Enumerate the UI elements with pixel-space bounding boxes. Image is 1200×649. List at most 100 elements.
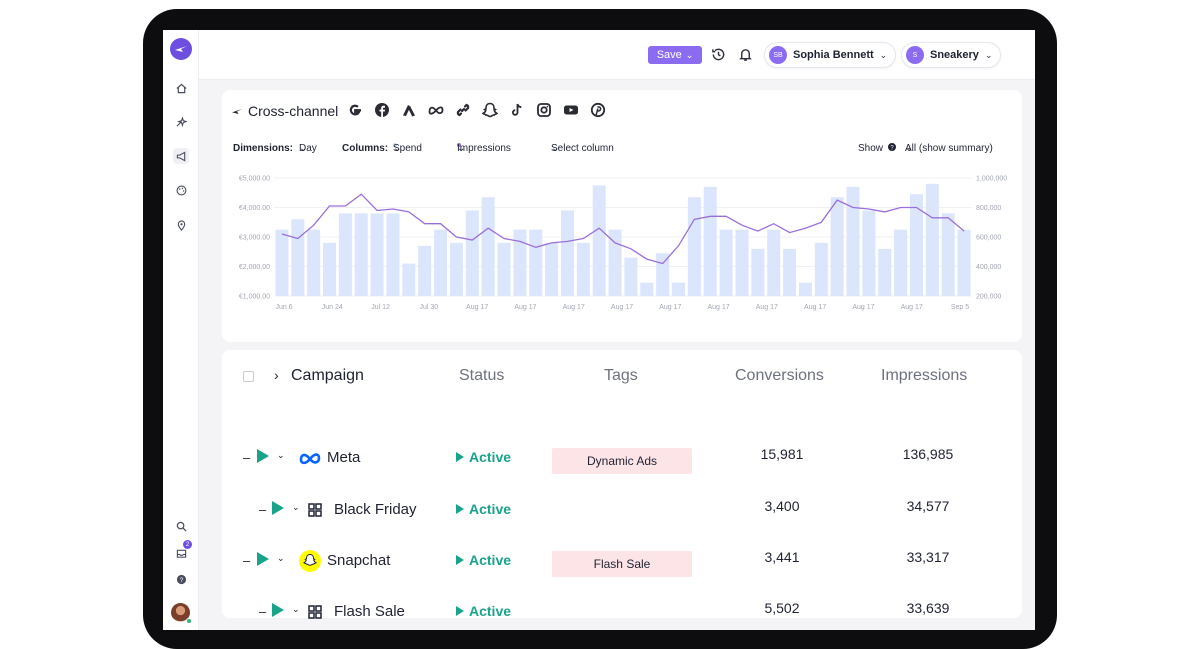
chevron-down-icon[interactable]: ⌄ — [292, 604, 300, 614]
chevron-down-icon: ⌄ — [551, 143, 560, 154]
table-row[interactable]: – ⌄ Black Friday Active 3,400 34,577 — [222, 496, 1022, 526]
spend-bar — [925, 183, 939, 296]
impressions-line — [281, 193, 965, 265]
pinterest-icon[interactable] — [589, 101, 607, 119]
adwords-icon[interactable] — [400, 101, 418, 119]
x-tick-label: Aug 17 — [901, 304, 923, 311]
y-right-tick-label: 800,000 — [976, 205, 1001, 212]
location-pin-icon[interactable] — [173, 217, 189, 233]
spend-bar — [767, 229, 781, 296]
google-icon[interactable] — [346, 101, 364, 119]
chevron-down-icon: ⌄ — [457, 143, 466, 154]
info-icon: ? — [888, 143, 896, 154]
spend-bar — [735, 229, 749, 296]
collapse-icon[interactable]: – — [259, 604, 267, 619]
spend-bar — [830, 197, 844, 296]
megaphone-icon[interactable] — [173, 148, 189, 164]
y-right-tick-label: 400,000 — [976, 264, 1001, 271]
active-play-icon — [456, 606, 464, 616]
table-row[interactable]: – ⌄ Meta Active Dynamic Ads 15,981 136,9… — [222, 444, 1022, 474]
spend-bar — [497, 242, 511, 296]
campaign-name[interactable]: Snapchat — [327, 552, 391, 569]
channel-filter — [346, 101, 607, 119]
tag-chip[interactable]: Dynamic Ads — [552, 448, 692, 474]
instagram-icon[interactable] — [535, 101, 553, 119]
user-name: Sophia Bennett — [793, 49, 874, 61]
campaign-name[interactable]: Meta — [327, 449, 361, 466]
status-badge[interactable]: Active — [456, 603, 511, 619]
spend-bar — [402, 263, 416, 296]
home-icon[interactable] — [173, 80, 189, 96]
chevron-down-icon[interactable]: ⌄ — [292, 502, 300, 512]
chevron-down-icon[interactable]: ⌄ — [277, 553, 285, 563]
spend-bar — [338, 213, 352, 296]
header-status[interactable]: Status — [459, 367, 505, 384]
status-badge[interactable]: Active — [456, 552, 511, 568]
palette-icon[interactable] — [173, 182, 189, 198]
chevron-down-icon[interactable]: ⌄ — [277, 450, 285, 460]
y-left-tick-label: €2,000.00 — [239, 264, 270, 271]
bell-icon[interactable] — [736, 45, 754, 63]
x-tick-label: Aug 17 — [756, 304, 778, 311]
spend-bar — [783, 248, 797, 296]
tiktok-icon[interactable] — [508, 101, 526, 119]
conversions-value: 3,441 — [764, 549, 800, 565]
header-campaign[interactable]: Campaign — [291, 367, 364, 384]
snapchat-icon[interactable] — [481, 101, 499, 119]
status-badge[interactable]: Active — [456, 449, 511, 465]
spend-bar — [418, 245, 432, 296]
facebook-icon[interactable] — [373, 101, 391, 119]
table-row[interactable]: – ⌄ Flash Sale Active 5,502 33,639 — [222, 598, 1022, 628]
search-icon[interactable] — [173, 518, 189, 534]
x-tick-label: Jul 12 — [371, 304, 390, 311]
youtube-icon[interactable] — [562, 101, 580, 119]
workspace-avatar: S — [906, 46, 924, 64]
workspace-menu[interactable]: S Sneakery ⌄ — [901, 42, 1002, 68]
select-all-checkbox[interactable] — [243, 371, 254, 382]
play-icon[interactable] — [257, 449, 269, 463]
header-tags[interactable]: Tags — [604, 367, 638, 384]
collapse-icon[interactable]: – — [259, 502, 267, 517]
expand-all-icon[interactable]: › — [274, 367, 279, 383]
chart-card: Cross-channel Dimensions: Day ⌄ Columns:… — [222, 90, 1022, 342]
user-avatar[interactable] — [171, 603, 190, 622]
status-badge[interactable]: Active — [456, 501, 511, 517]
workspace-name: Sneakery — [930, 49, 979, 61]
spend-bar — [957, 229, 971, 296]
spend-bar — [386, 213, 400, 296]
campaign-table: › Campaign Status Tags Conversions Impre… — [222, 350, 1022, 620]
spend-bar — [513, 229, 527, 296]
sparkle-icon[interactable] — [173, 114, 189, 130]
collapse-icon[interactable]: – — [243, 450, 251, 465]
spend-bar — [814, 242, 828, 296]
chevron-down-icon: ⌄ — [685, 49, 694, 60]
tag-chip[interactable]: Flash Sale — [552, 551, 692, 577]
table-row[interactable]: – ⌄ Snapchat Active Flash Sale 3,441 33,… — [222, 547, 1022, 577]
show-value: All (show summary) — [905, 143, 993, 154]
dimensions-label: Dimensions: — [233, 143, 294, 154]
history-icon[interactable] — [709, 45, 727, 63]
play-icon[interactable] — [272, 501, 284, 515]
spend-bar — [751, 248, 765, 296]
user-menu[interactable]: SB Sophia Bennett ⌄ — [764, 42, 897, 68]
campaign-name[interactable]: Black Friday — [334, 501, 417, 518]
play-icon[interactable] — [257, 552, 269, 566]
link-icon[interactable] — [454, 101, 472, 119]
play-icon[interactable] — [272, 603, 284, 617]
save-button[interactable]: Save ⌄ — [648, 46, 702, 64]
spend-bar — [449, 242, 463, 296]
x-tick-label: Jun 6 — [275, 304, 292, 311]
header-impressions[interactable]: Impressions — [881, 367, 968, 384]
app-logo[interactable] — [170, 38, 192, 60]
x-tick-label: Sep 5 — [951, 304, 969, 311]
columns-label: Columns: — [342, 143, 389, 154]
campaign-name[interactable]: Flash Sale — [334, 603, 405, 620]
help-icon[interactable]: ? — [173, 571, 189, 587]
inbox-icon[interactable]: 2 — [173, 540, 192, 561]
inbox-badge: 2 — [183, 540, 192, 549]
meta-icon[interactable] — [427, 101, 445, 119]
collapse-icon[interactable]: – — [243, 553, 251, 568]
chart-card-title: Cross-channel — [232, 103, 338, 119]
header-conversions[interactable]: Conversions — [735, 367, 824, 384]
spend-legend-dot — [393, 143, 397, 147]
